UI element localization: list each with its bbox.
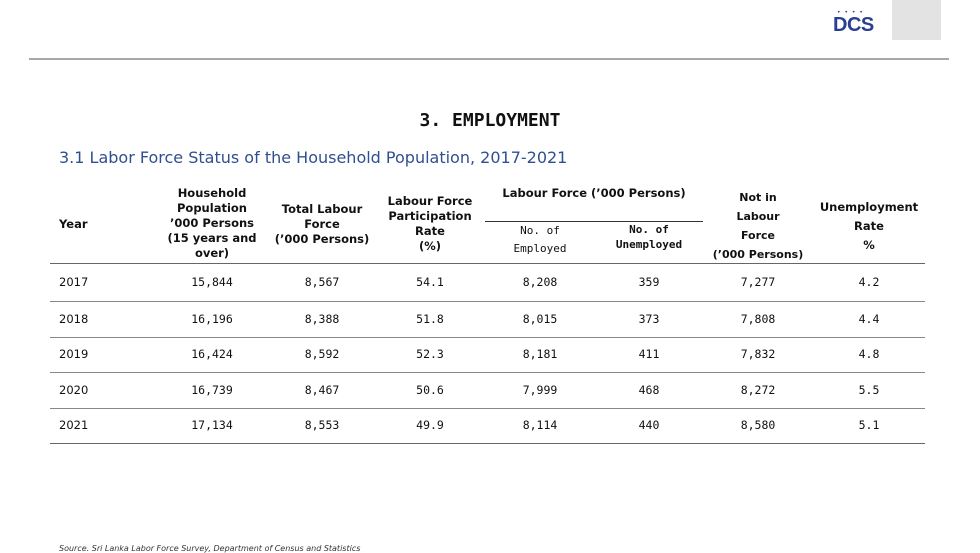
col-header-unemployed: No. of Unemployed bbox=[615, 223, 683, 251]
cell-employed: 7,999 bbox=[522, 383, 558, 397]
cell-household-population: 15,844 bbox=[191, 275, 233, 289]
logo-text: DCS bbox=[833, 14, 874, 36]
cell-year: 2019 bbox=[59, 347, 89, 361]
cell-total-labour-force: 8,467 bbox=[304, 383, 340, 397]
cell-unemployment-rate: 4.4 bbox=[858, 312, 880, 326]
row-rule bbox=[50, 337, 925, 338]
row-rule bbox=[50, 408, 925, 409]
row-rule bbox=[50, 301, 925, 302]
cell-total-labour-force: 8,553 bbox=[304, 418, 340, 432]
header-rule bbox=[50, 263, 925, 264]
cell-not-in-labour-force: 7,832 bbox=[740, 347, 776, 361]
cell-unemployed: 373 bbox=[638, 312, 660, 326]
cell-unemployment-rate: 5.5 bbox=[858, 383, 880, 397]
cell-participation-rate: 52.3 bbox=[416, 347, 444, 361]
cell-not-in-labour-force: 7,808 bbox=[740, 312, 776, 326]
corner-box bbox=[892, 0, 941, 40]
cell-year: 2017 bbox=[59, 275, 89, 289]
table-bottom-rule bbox=[50, 443, 925, 444]
cell-unemployment-rate: 5.1 bbox=[858, 418, 880, 432]
col-header-labour-force-group: Labour Force (’000 Persons) bbox=[502, 186, 686, 200]
source-note: Source. Sri Lanka Labor Force Survey, De… bbox=[59, 544, 361, 553]
table-title: 3.1 Labor Force Status of the Household … bbox=[59, 148, 568, 167]
cell-participation-rate: 50.6 bbox=[416, 383, 444, 397]
cell-unemployed: 411 bbox=[638, 347, 660, 361]
cell-unemployed: 359 bbox=[638, 275, 660, 289]
cell-employed: 8,114 bbox=[522, 418, 558, 432]
cell-unemployment-rate: 4.8 bbox=[858, 347, 880, 361]
col-header-employed: No. of Employed bbox=[513, 224, 567, 255]
cell-participation-rate: 49.9 bbox=[416, 418, 444, 432]
cell-not-in-labour-force: 8,580 bbox=[740, 418, 776, 432]
cell-participation-rate: 54.1 bbox=[416, 275, 444, 289]
dcs-logo: • • • • DCS bbox=[833, 9, 879, 37]
cell-year: 2020 bbox=[59, 383, 89, 397]
cell-household-population: 16,424 bbox=[191, 347, 233, 361]
cell-total-labour-force: 8,592 bbox=[304, 347, 340, 361]
col-header-total-labour-force: Total Labour Force (’000 Persons) bbox=[274, 202, 370, 246]
col-header-unemployment-rate: Unemployment Rate % bbox=[819, 200, 919, 252]
row-rule bbox=[50, 372, 925, 373]
cell-year: 2018 bbox=[59, 312, 89, 326]
cell-household-population: 17,134 bbox=[191, 418, 233, 432]
cell-total-labour-force: 8,567 bbox=[304, 275, 340, 289]
cell-unemployment-rate: 4.2 bbox=[858, 275, 880, 289]
col-header-participation-rate: Labour Force Participation Rate (%) bbox=[387, 194, 473, 253]
group-underline bbox=[485, 221, 703, 222]
cell-total-labour-force: 8,388 bbox=[304, 312, 340, 326]
section-title: 3. EMPLOYMENT bbox=[419, 110, 561, 131]
cell-employed: 8,181 bbox=[522, 347, 558, 361]
cell-unemployed: 440 bbox=[638, 418, 660, 432]
cell-not-in-labour-force: 7,277 bbox=[740, 275, 776, 289]
cell-employed: 8,208 bbox=[522, 275, 558, 289]
col-header-household-population: Household Population ’000 Persons (15 ye… bbox=[167, 186, 257, 260]
col-header-year: Year bbox=[59, 217, 88, 231]
header-divider bbox=[29, 58, 949, 60]
cell-employed: 8,015 bbox=[522, 312, 558, 326]
cell-not-in-labour-force: 8,272 bbox=[740, 383, 776, 397]
cell-unemployed: 468 bbox=[638, 383, 660, 397]
cell-household-population: 16,739 bbox=[191, 383, 233, 397]
cell-household-population: 16,196 bbox=[191, 312, 233, 326]
logo-dots: • • • • bbox=[837, 9, 864, 16]
cell-year: 2021 bbox=[59, 418, 89, 432]
cell-participation-rate: 51.8 bbox=[416, 312, 444, 326]
col-header-not-in-labour-force: Not in Labour Force (’000 Persons) bbox=[712, 191, 804, 261]
